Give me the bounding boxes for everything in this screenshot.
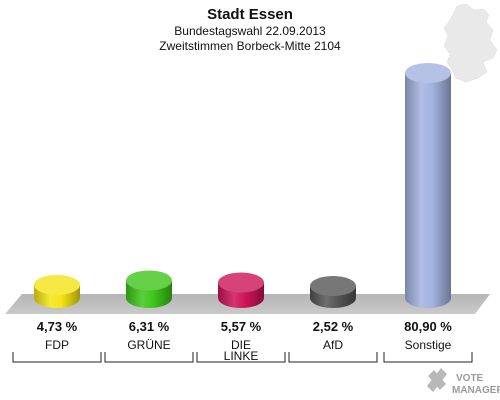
bar-cap-4 <box>405 63 451 83</box>
category-bracket-0 <box>12 352 102 363</box>
value-label-1: 6,31 % <box>129 319 170 334</box>
bar-die-linke <box>218 272 264 308</box>
category-bracket-1 <box>104 352 194 363</box>
chart-subtitle-election: Bundestagswahl 22.09.2013 <box>174 24 326 38</box>
category-label-4: Sonstige <box>405 338 452 352</box>
value-label-0: 4,73 % <box>37 319 78 334</box>
logo-text-vote: VOTE <box>456 373 484 384</box>
category-label-0: FDP <box>45 338 69 352</box>
category-label-1: GRÜNE <box>127 338 170 352</box>
bar-cap-1 <box>126 270 172 291</box>
vote-manager-logo-icon: VOTE MANAGER <box>427 368 500 396</box>
category-bracket-4 <box>383 352 473 363</box>
category-bracket-3 <box>288 352 378 363</box>
bar-cap-2 <box>218 272 264 293</box>
bar-grüne <box>126 270 172 308</box>
bar-afd <box>310 276 356 308</box>
bar-fdp <box>34 274 80 308</box>
chart-title: Stadt Essen <box>207 6 293 23</box>
germany-map-icon <box>443 3 498 83</box>
value-label-2: 5,57 % <box>221 319 262 334</box>
category-label-3: AfD <box>323 338 343 352</box>
bar-sonstige <box>405 63 451 308</box>
bar-cap-3 <box>310 276 356 296</box>
category-label-2-line2: LINKE <box>224 349 259 363</box>
category-label-2: DIE <box>231 338 251 352</box>
logo-text-manager: MANAGER <box>452 385 500 396</box>
value-label-4: 80,90 % <box>404 319 452 334</box>
bar-body-4 <box>405 73 451 308</box>
category-bracket-2 <box>196 352 286 363</box>
value-label-3: 2,52 % <box>313 319 354 334</box>
chart-subtitle-district: Zweitstimmen Borbeck-Mitte 2104 <box>159 39 341 53</box>
bar-cap-0 <box>34 274 80 295</box>
